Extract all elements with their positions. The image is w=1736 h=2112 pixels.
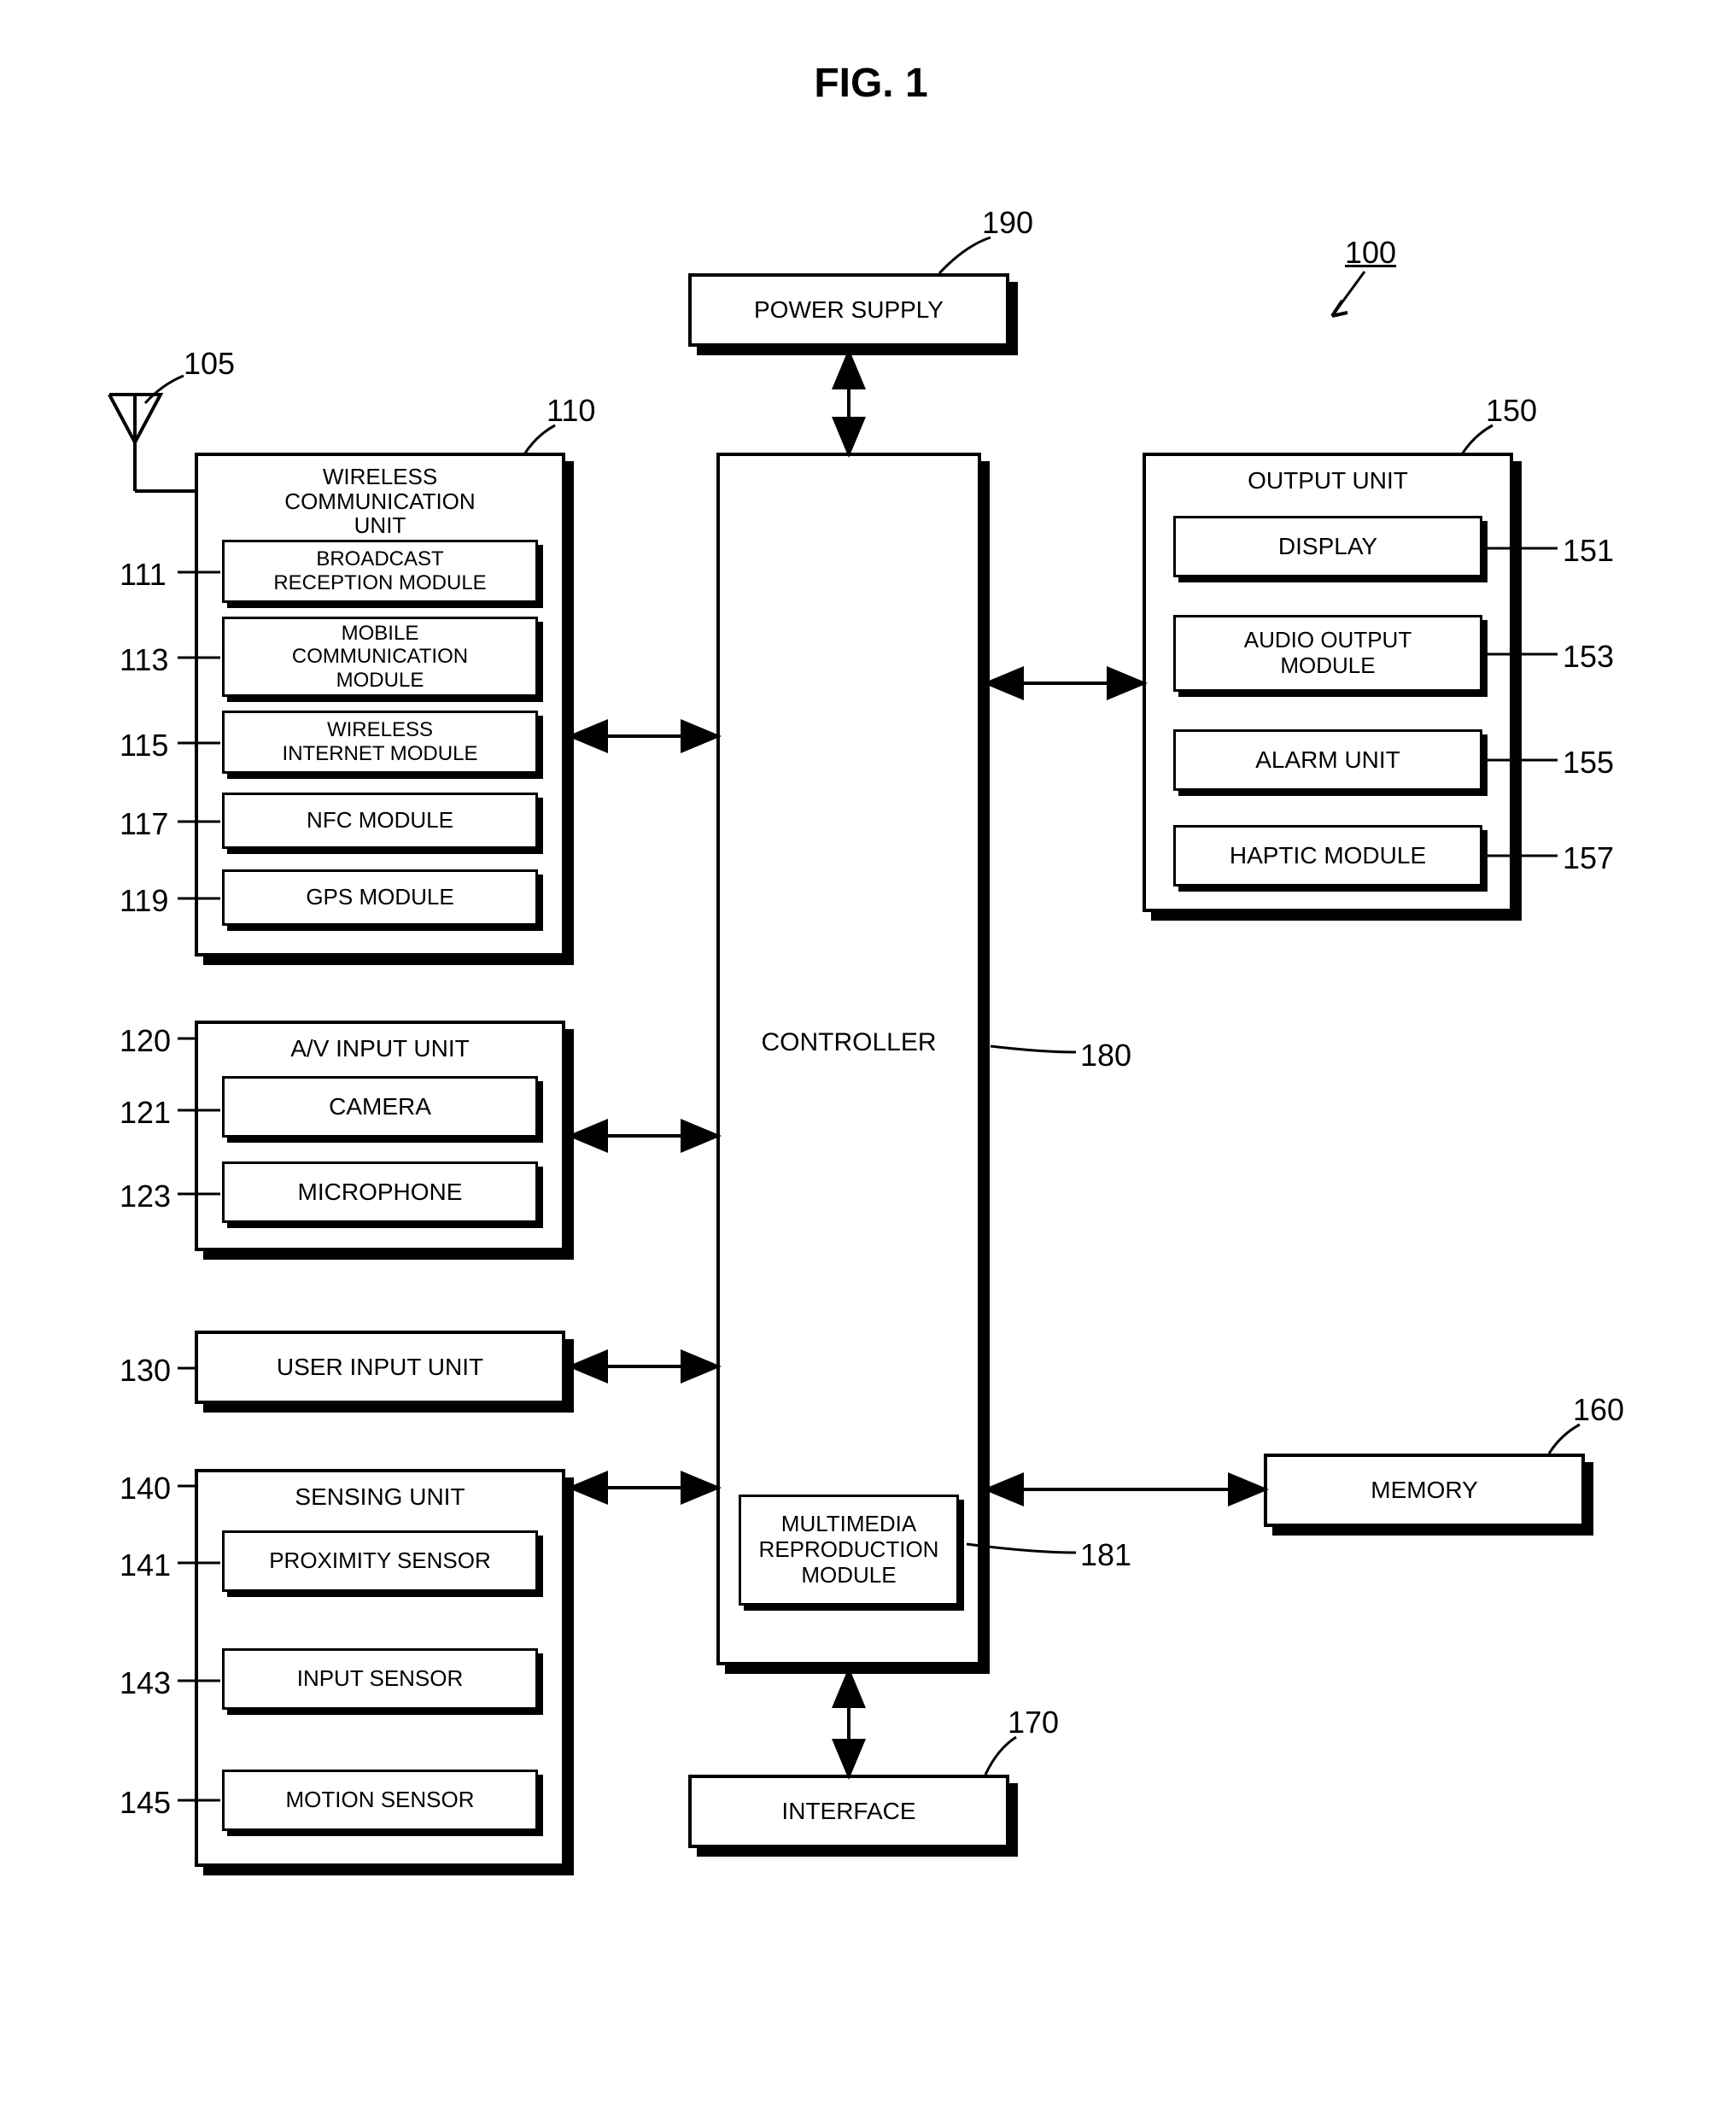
ref-119: 119 bbox=[120, 883, 168, 919]
microphone-box: MICROPHONE bbox=[222, 1161, 538, 1223]
ref-123: 123 bbox=[120, 1179, 171, 1214]
display-label: DISPLAY bbox=[1278, 533, 1377, 560]
microphone-label: MICROPHONE bbox=[298, 1179, 463, 1206]
ref-151: 151 bbox=[1563, 533, 1614, 569]
haptic-module-box: HAPTIC MODULE bbox=[1173, 825, 1482, 886]
ref-143: 143 bbox=[120, 1665, 171, 1701]
ref-140: 140 bbox=[120, 1471, 171, 1506]
nfc-label: NFC MODULE bbox=[307, 808, 453, 834]
interface-label: INTERFACE bbox=[781, 1798, 915, 1825]
audio-output-label: AUDIO OUTPUT MODULE bbox=[1244, 628, 1412, 679]
camera-label: CAMERA bbox=[329, 1093, 431, 1120]
ref-180: 180 bbox=[1080, 1038, 1131, 1074]
ref-170: 170 bbox=[1008, 1705, 1059, 1740]
ref-130: 130 bbox=[120, 1353, 171, 1389]
ref-110: 110 bbox=[547, 393, 595, 429]
ref-160: 160 bbox=[1573, 1392, 1624, 1428]
multimedia-module-box: MULTIMEDIA REPRODUCTION MODULE bbox=[739, 1495, 959, 1606]
ref-115: 115 bbox=[120, 728, 168, 763]
figure-title: FIG. 1 bbox=[700, 60, 1042, 107]
proximity-sensor-box: PROXIMITY SENSOR bbox=[222, 1530, 538, 1592]
controller-label: CONTROLLER bbox=[720, 1028, 978, 1058]
ref-141: 141 bbox=[120, 1547, 171, 1583]
camera-box: CAMERA bbox=[222, 1076, 538, 1138]
gps-module-box: GPS MODULE bbox=[222, 869, 538, 926]
ref-100: 100 bbox=[1345, 235, 1396, 271]
mobile-comm-label: MOBILE COMMUNICATION MODULE bbox=[292, 622, 468, 693]
ref-105: 105 bbox=[184, 346, 235, 382]
audio-output-box: AUDIO OUTPUT MODULE bbox=[1173, 615, 1482, 692]
wireless-unit-title: WIRELESS COMMUNICATION UNIT bbox=[198, 465, 562, 538]
power-supply-label: POWER SUPPLY bbox=[754, 296, 944, 324]
ref-145: 145 bbox=[120, 1785, 171, 1821]
ref-190: 190 bbox=[982, 205, 1033, 241]
wireless-internet-label: WIRELESS INTERNET MODULE bbox=[283, 718, 478, 765]
user-input-box: USER INPUT UNIT bbox=[195, 1331, 565, 1404]
ref-157: 157 bbox=[1563, 840, 1614, 876]
output-unit-title: OUTPUT UNIT bbox=[1146, 468, 1510, 494]
power-supply-box: POWER SUPPLY bbox=[688, 273, 1009, 347]
ref-113: 113 bbox=[120, 642, 168, 678]
input-sensor-box: INPUT SENSOR bbox=[222, 1648, 538, 1710]
ref-117: 117 bbox=[120, 806, 168, 842]
broadcast-module-box: BROADCAST RECEPTION MODULE bbox=[222, 540, 538, 603]
ref-121: 121 bbox=[120, 1095, 171, 1131]
ref-150: 150 bbox=[1486, 393, 1537, 429]
diagram-canvas: FIG. 1 100 POWER SUPPLY 190 CONTROLLER M… bbox=[0, 0, 1736, 2112]
ref-153: 153 bbox=[1563, 639, 1614, 675]
multimedia-label: MULTIMEDIA REPRODUCTION MODULE bbox=[759, 1512, 939, 1588]
motion-sensor-label: MOTION SENSOR bbox=[285, 1787, 474, 1813]
ref-120: 120 bbox=[120, 1023, 171, 1059]
alarm-unit-box: ALARM UNIT bbox=[1173, 729, 1482, 791]
memory-box: MEMORY bbox=[1264, 1454, 1585, 1527]
ref-111: 111 bbox=[120, 557, 167, 593]
display-box: DISPLAY bbox=[1173, 516, 1482, 577]
gps-label: GPS MODULE bbox=[306, 885, 453, 910]
haptic-label: HAPTIC MODULE bbox=[1230, 842, 1426, 869]
interface-box: INTERFACE bbox=[688, 1775, 1009, 1848]
broadcast-label: BROADCAST RECEPTION MODULE bbox=[273, 547, 486, 594]
av-input-title: A/V INPUT UNIT bbox=[198, 1036, 562, 1062]
nfc-module-box: NFC MODULE bbox=[222, 793, 538, 849]
input-sensor-label: INPUT SENSOR bbox=[297, 1666, 464, 1692]
proximity-label: PROXIMITY SENSOR bbox=[269, 1548, 491, 1574]
user-input-label: USER INPUT UNIT bbox=[277, 1354, 483, 1381]
controller-box: CONTROLLER bbox=[716, 453, 981, 1665]
motion-sensor-box: MOTION SENSOR bbox=[222, 1770, 538, 1831]
sensing-unit-title: SENSING UNIT bbox=[198, 1484, 562, 1511]
memory-label: MEMORY bbox=[1371, 1477, 1478, 1504]
alarm-label: ALARM UNIT bbox=[1255, 746, 1400, 774]
ref-181: 181 bbox=[1080, 1537, 1131, 1573]
mobile-comm-box: MOBILE COMMUNICATION MODULE bbox=[222, 617, 538, 697]
wireless-internet-box: WIRELESS INTERNET MODULE bbox=[222, 711, 538, 774]
ref-155: 155 bbox=[1563, 745, 1614, 781]
